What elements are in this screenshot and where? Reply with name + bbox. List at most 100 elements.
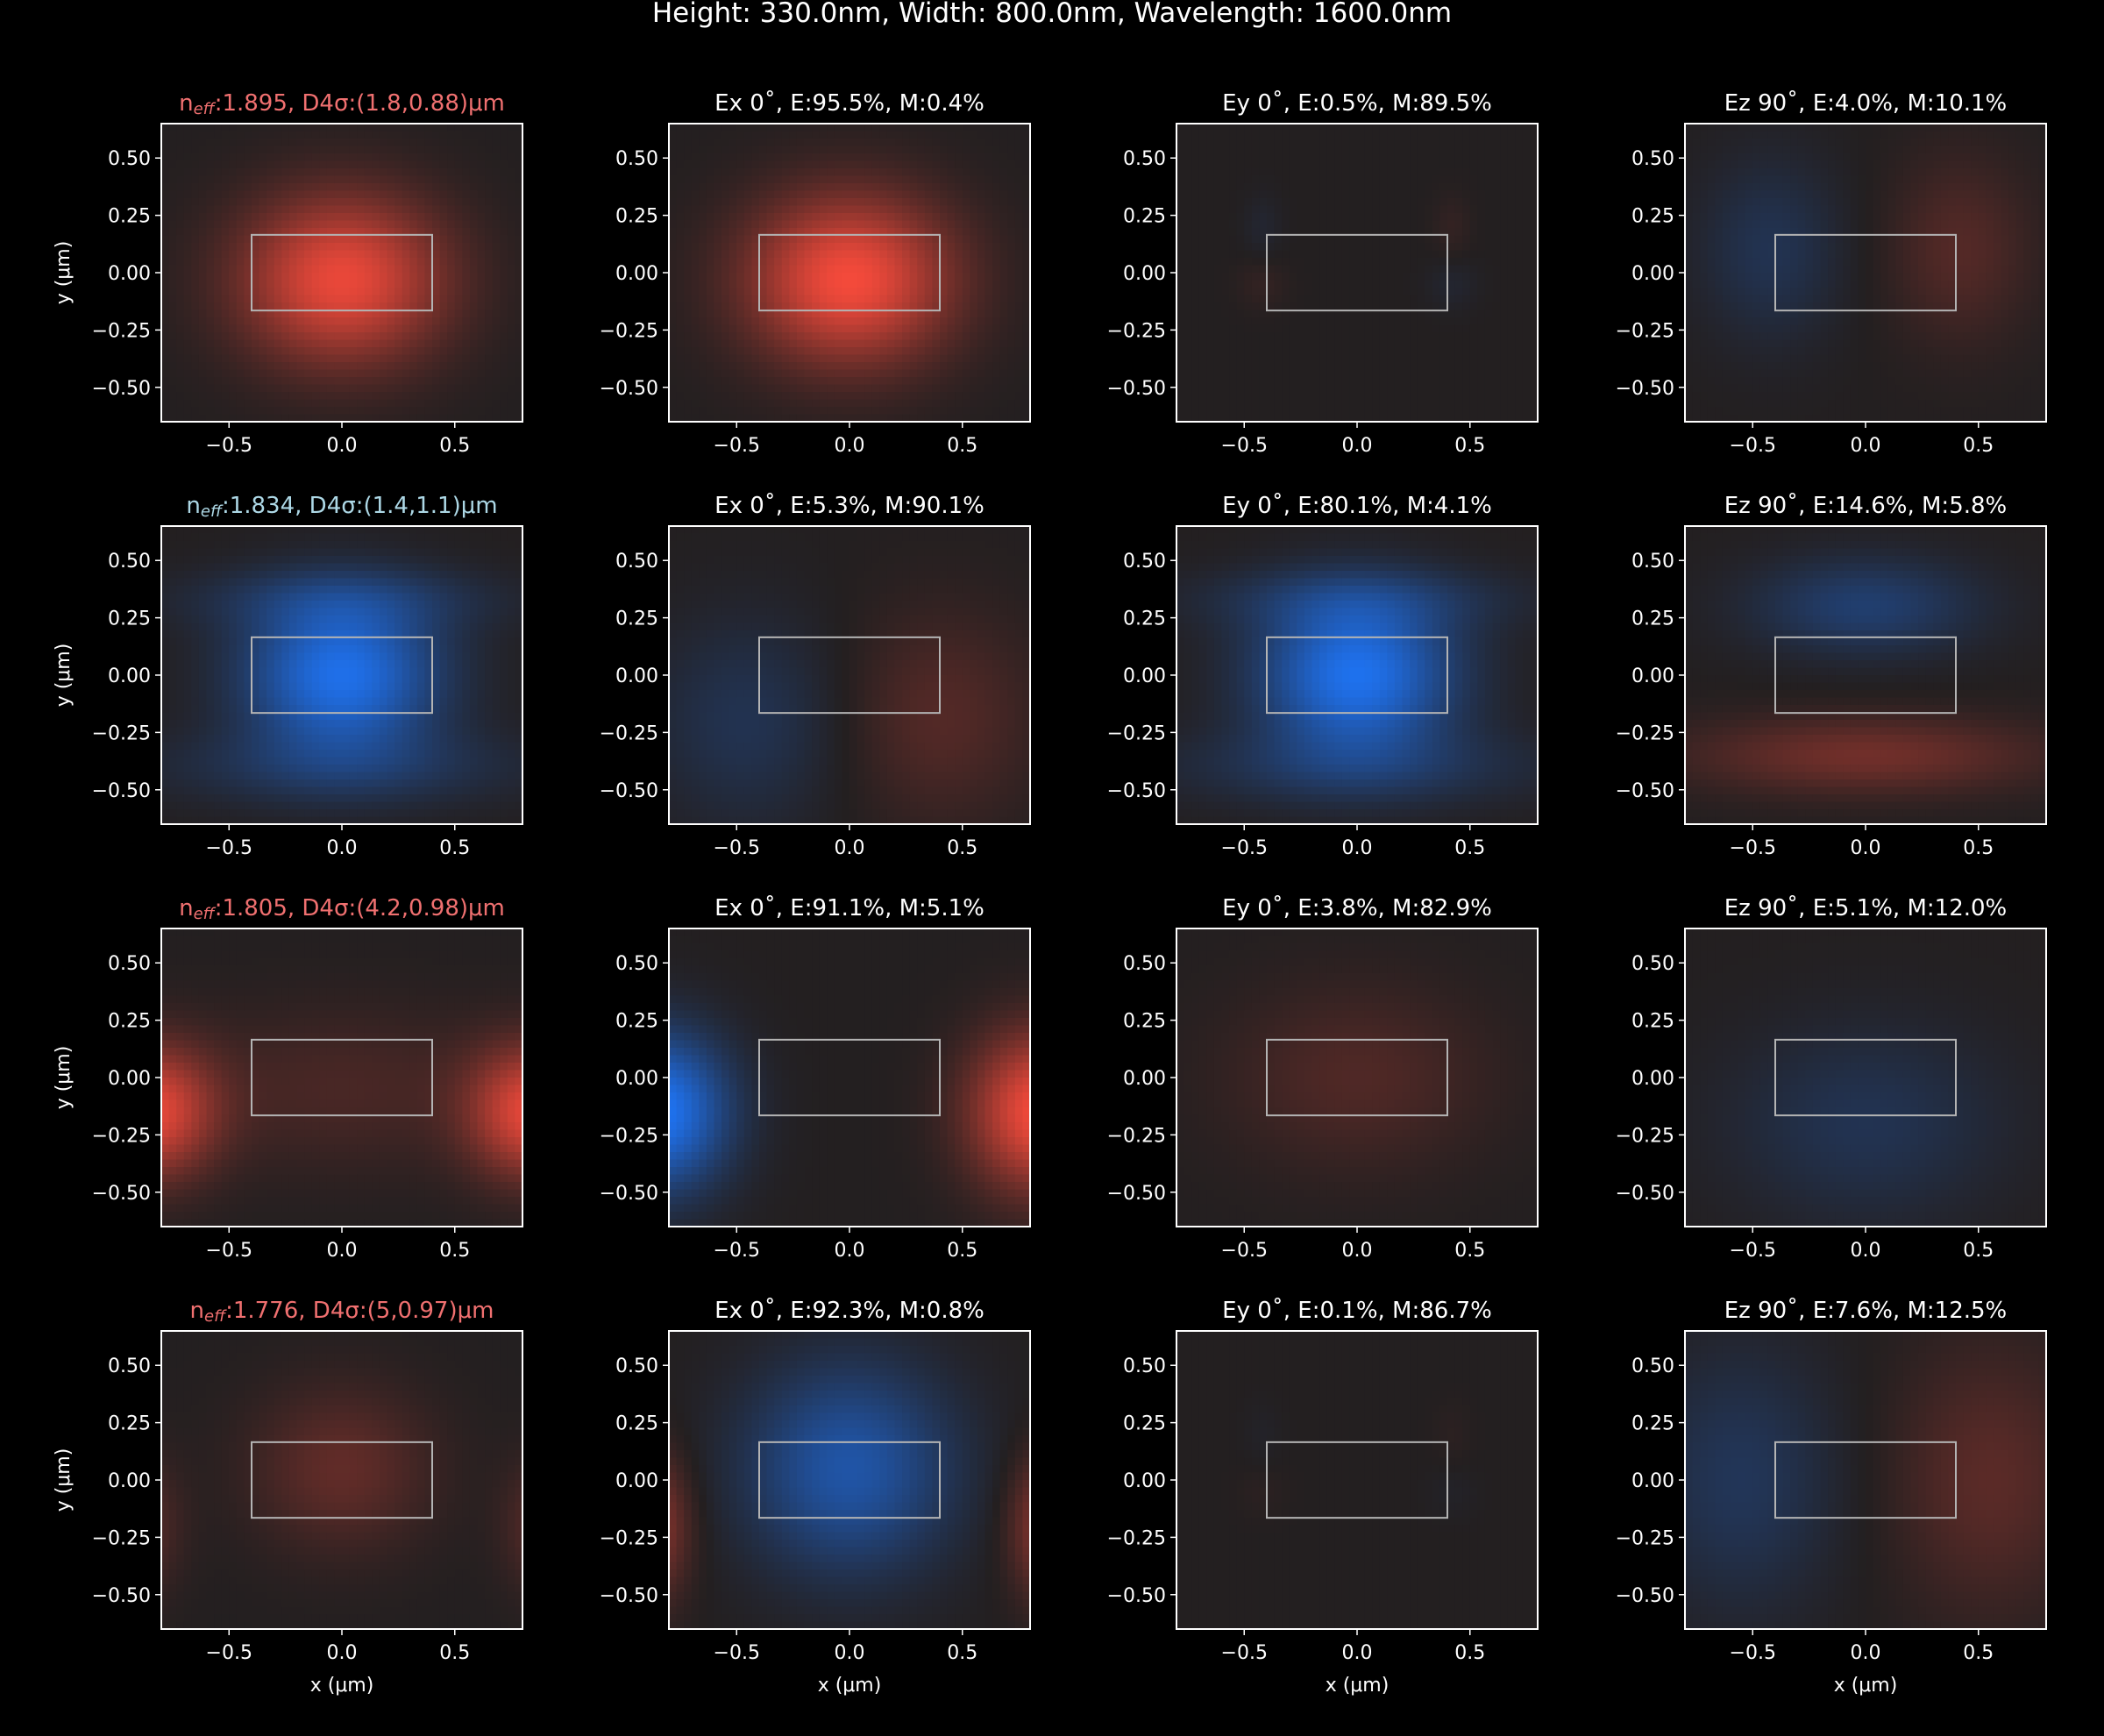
field-cell — [199, 236, 207, 244]
field-cell — [1222, 206, 1230, 214]
field-cell — [207, 317, 215, 325]
field-cell — [237, 392, 245, 400]
field-cell — [1214, 266, 1222, 274]
field-cell — [955, 288, 963, 295]
field-cell — [842, 124, 849, 132]
field-cell — [417, 400, 425, 408]
field-cell — [864, 370, 872, 378]
field-cell — [992, 370, 1000, 378]
field-cell — [1462, 281, 1470, 288]
field-cell — [1222, 146, 1230, 154]
field-cell — [849, 146, 857, 154]
field-cell — [199, 340, 207, 348]
field-cell — [319, 385, 327, 393]
field-cell — [1485, 198, 1493, 206]
field-cell — [789, 206, 797, 214]
field-cell — [729, 332, 737, 340]
field-cell — [1214, 213, 1222, 221]
field-cell — [380, 168, 387, 176]
field-cell — [1007, 236, 1015, 244]
field-cell — [948, 198, 956, 206]
field-cell — [274, 176, 282, 184]
field-cell — [895, 161, 903, 169]
field-cell — [677, 407, 685, 415]
field-cell — [1515, 146, 1523, 154]
field-cell — [1493, 161, 1501, 169]
field-cell — [721, 124, 729, 132]
field-cell — [1000, 370, 1008, 378]
field-cell — [774, 281, 782, 288]
field-cell — [394, 281, 402, 288]
field-cell — [252, 266, 259, 274]
field-cell — [447, 385, 455, 393]
field-cell — [372, 243, 380, 251]
field-cell — [342, 385, 350, 393]
field-cell — [402, 146, 410, 154]
field-cell — [252, 302, 259, 310]
field-cell — [827, 124, 835, 132]
field-cell — [191, 191, 199, 199]
field-cell — [721, 168, 729, 176]
field-cell — [1297, 213, 1304, 221]
field-cell — [214, 377, 222, 385]
field-cell — [692, 288, 700, 295]
field-cell — [207, 251, 215, 259]
field-cell — [1290, 206, 1297, 214]
field-cell — [872, 251, 880, 259]
field-cell — [902, 347, 910, 355]
field-cell — [842, 347, 849, 355]
field-cell — [721, 302, 729, 310]
field-cell — [289, 146, 297, 154]
field-cell — [1387, 266, 1395, 274]
field-cell — [319, 124, 327, 132]
field-cell — [1395, 183, 1403, 191]
field-cell — [1485, 236, 1493, 244]
field-cell — [1477, 266, 1485, 274]
field-cell — [169, 332, 177, 340]
field-cell — [887, 355, 895, 363]
field-cell — [304, 288, 312, 295]
field-cell — [380, 213, 387, 221]
field-cell — [289, 206, 297, 214]
field-cell — [729, 124, 737, 132]
field-cell — [842, 183, 849, 191]
field-cell — [767, 153, 775, 161]
field-cell — [350, 139, 358, 146]
field-cell — [1275, 124, 1283, 132]
field-cell — [161, 258, 169, 266]
field-cell — [789, 132, 797, 139]
field-cell — [805, 146, 813, 154]
field-cell — [842, 332, 849, 340]
field-cell — [199, 281, 207, 288]
field-cell — [462, 288, 470, 295]
field-cell — [797, 124, 805, 132]
field-cell — [169, 124, 177, 132]
field-cell — [820, 153, 828, 161]
field-cell — [1199, 295, 1207, 303]
field-cell — [1252, 221, 1260, 229]
field-cell — [508, 295, 515, 303]
field-cell — [252, 124, 259, 132]
field-cell — [1267, 191, 1275, 199]
field-cell — [1000, 266, 1008, 274]
field-cell — [736, 317, 744, 325]
field-cell — [1357, 161, 1365, 169]
field-cell — [721, 400, 729, 408]
field-cell — [669, 153, 677, 161]
field-cell — [176, 288, 184, 295]
field-cell — [1259, 221, 1267, 229]
field-cell — [1000, 295, 1008, 303]
field-cell — [1282, 258, 1290, 266]
field-cell — [827, 325, 835, 333]
field-cell — [440, 317, 448, 325]
field-cell — [1191, 146, 1199, 154]
field-cell — [684, 132, 692, 139]
field-cell — [751, 377, 759, 385]
field-cell — [1508, 139, 1516, 146]
field-cell — [508, 362, 515, 370]
field-cell — [387, 183, 395, 191]
field-cell — [237, 355, 245, 363]
field-cell — [669, 392, 677, 400]
field-cell — [191, 407, 199, 415]
field-cell — [835, 273, 842, 281]
